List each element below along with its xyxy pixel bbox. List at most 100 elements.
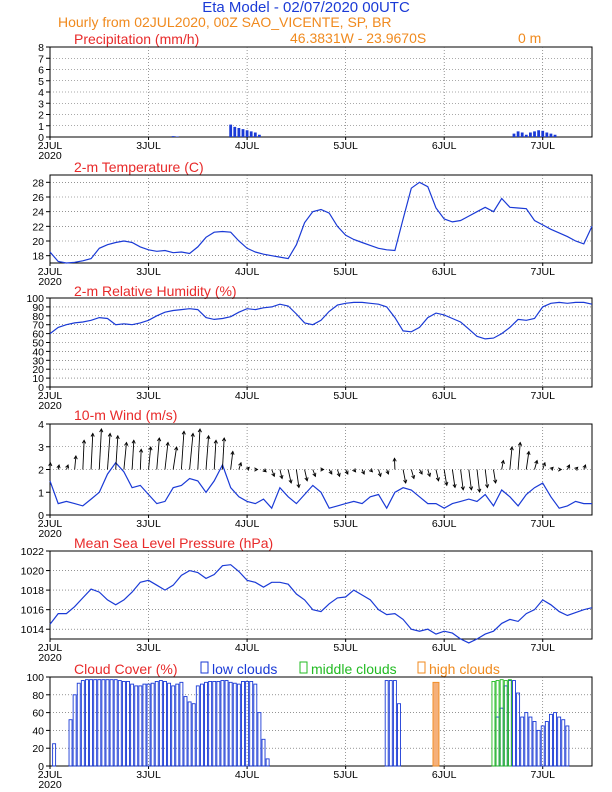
wind-arrow-head: [557, 467, 563, 472]
wind-arrow: [435, 469, 439, 481]
middle-cloud-bar: [507, 679, 512, 767]
rh-ytick-label: 20: [32, 364, 44, 376]
low-cloud-bar: [261, 738, 266, 767]
rh-xtick-label: 6JUL: [432, 390, 457, 402]
wind-arrow-head: [517, 441, 523, 446]
low-cloud-bar: [97, 679, 102, 767]
wind-arrow: [443, 469, 448, 486]
wind-arrow-head: [549, 466, 554, 471]
wind-arrow: [501, 460, 504, 470]
wind-arrow-head: [418, 470, 423, 475]
wind-arrow-head: [328, 470, 333, 475]
wind-arrow: [238, 462, 242, 470]
wind-arrow-head: [385, 470, 390, 475]
wind-arrow: [230, 451, 234, 470]
rh-ytick-label: 80: [32, 311, 44, 323]
wind-arrow-head: [296, 484, 301, 489]
wind-arrow-head: [271, 472, 276, 478]
low-cloud-bar: [265, 758, 270, 767]
mslp-xtick-label: 2JUL: [38, 642, 63, 654]
wind-ytick-label: 0: [38, 510, 44, 522]
precip-bar: [549, 133, 553, 137]
wind-arrow: [427, 469, 431, 477]
rh-ytick-label: 60: [32, 329, 44, 341]
wind-arrow-head: [336, 472, 341, 478]
low-cloud-bar: [524, 712, 529, 767]
wind-ytick-label: 4: [38, 419, 44, 431]
wind-arrow-head: [566, 464, 571, 469]
low-cloud-bar: [80, 680, 85, 767]
precip-bar: [537, 130, 541, 137]
mslp-xtick-label: 7JUL: [530, 642, 555, 654]
wind-arrow-head: [460, 486, 465, 491]
wind-arrow-head: [377, 472, 382, 478]
low-cloud-bar: [52, 743, 57, 767]
clouds-ytick-label: 100: [26, 672, 44, 684]
wind-arrow-head: [477, 488, 482, 493]
rh-xtick-label: 2JUL: [38, 390, 63, 402]
precip-bar: [253, 132, 257, 137]
wind-arrow: [131, 440, 135, 470]
wind-arrow-head: [279, 474, 284, 480]
temp-xtick-label: 3JUL: [136, 266, 161, 278]
wind-arrow: [123, 442, 127, 470]
low-cloud-bar: [536, 729, 541, 767]
wind-arrow-head: [139, 448, 144, 453]
low-cloud-bar: [520, 716, 525, 767]
wind-arrow-head: [304, 477, 309, 482]
low-cloud-bar: [101, 679, 106, 767]
wind-arrow-head: [107, 432, 112, 437]
wind-arrow: [402, 469, 407, 484]
low-cloud-bar: [179, 681, 184, 767]
precip-bar: [233, 126, 237, 137]
low-cloud-bar: [76, 682, 81, 767]
precip-xtick-label: 5JUL: [333, 140, 358, 152]
wind-arrow: [542, 462, 546, 470]
rh-xtick-label: 5JUL: [333, 390, 358, 402]
wind-arrow-head: [238, 461, 243, 467]
wind-arrow: [156, 437, 160, 470]
wind-arrow-head: [190, 432, 195, 437]
temp-xtick-label: 4JUL: [235, 266, 260, 278]
low-cloud-bar: [208, 681, 213, 767]
precip-xtick-sublabel: 2020: [38, 150, 62, 162]
wind-arrow-head: [165, 441, 170, 446]
middle-cloud-bar: [491, 681, 496, 767]
wind-arrow-head: [312, 472, 317, 478]
temp-xtick-label: 6JUL: [432, 266, 457, 278]
wind-arrow-head: [288, 479, 293, 484]
wind-arrow-head: [65, 464, 70, 469]
wind-arrow-head: [254, 467, 259, 472]
low-cloud-bar: [245, 681, 250, 767]
wind-arrow: [82, 440, 85, 470]
rh-ytick-label: 40: [32, 346, 44, 358]
wind-arrow: [213, 440, 217, 470]
mslp-xtick-label: 5JUL: [333, 642, 358, 654]
wind-arrow-head: [230, 450, 235, 455]
low-cloud-bar: [561, 719, 566, 767]
precip-bar: [258, 134, 261, 137]
wind-arrow-head: [509, 446, 514, 451]
low-cloud-bar: [105, 679, 110, 767]
precip-xtick-label: 4JUL: [235, 140, 260, 152]
wind-arrow: [279, 469, 283, 479]
mslp-xtick-label: 3JUL: [136, 642, 161, 654]
wind-arrow-head: [174, 446, 179, 451]
wind-arrow-head: [245, 466, 250, 471]
precip-bar: [171, 136, 175, 137]
low-cloud-bar: [392, 680, 397, 767]
low-cloud-bar: [109, 679, 114, 767]
wind-arrow-head: [148, 446, 153, 451]
wind-arrow-head: [48, 461, 53, 467]
temp-ytick-label: 26: [32, 192, 44, 204]
wind-ytick-label: 2: [38, 465, 44, 477]
wind-arrow-head: [90, 432, 95, 437]
low-cloud-bar: [495, 716, 500, 767]
low-cloud-bar: [507, 680, 512, 767]
low-cloud-bar: [85, 679, 89, 767]
low-cloud-bar: [158, 680, 163, 767]
wind-arrow: [148, 446, 152, 470]
precip-xtick-label: 3JUL: [136, 140, 161, 152]
